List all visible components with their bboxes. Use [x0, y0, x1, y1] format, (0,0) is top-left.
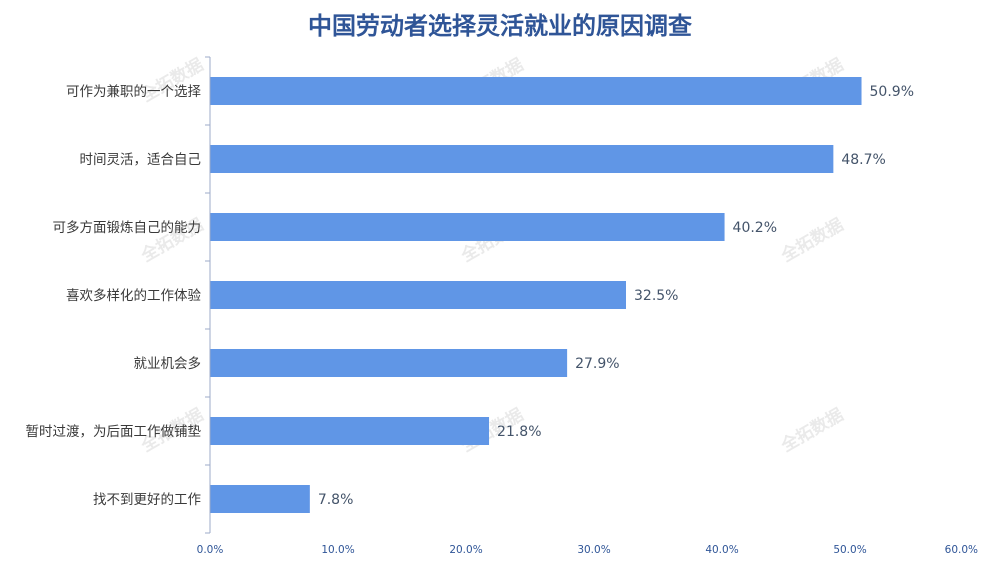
watermark-layer: 全拓数据全拓数据全拓数据全拓数据全拓数据全拓数据全拓数据全拓数据全拓数据: [137, 54, 847, 457]
x-tick-label: 60.0%: [945, 544, 978, 556]
category-label: 时间灵活，适合自己: [80, 152, 202, 168]
bar: [210, 77, 862, 105]
bar: [210, 281, 626, 309]
value-label: 32.5%: [634, 288, 678, 304]
value-label: 21.8%: [497, 424, 541, 440]
category-label: 喜欢多样化的工作体验: [66, 287, 201, 304]
category-label: 可作为兼职的一个选择: [66, 84, 201, 100]
category-label: 就业机会多: [134, 355, 202, 372]
bar: [210, 417, 490, 445]
value-label: 48.7%: [841, 152, 885, 168]
bar: [210, 485, 310, 513]
value-label: 27.9%: [575, 356, 619, 372]
bars-layer: 可作为兼职的一个选择 50.9% 时间灵活，适合自己 48.7% 可多方面锻炼自己的能力…: [26, 77, 914, 513]
x-tick-label: 20.0%: [449, 544, 482, 556]
bar: [210, 349, 568, 377]
value-label: 7.8%: [318, 492, 354, 508]
category-label: 可多方面锻炼自己的能力: [53, 219, 202, 236]
category-label: 暂时过渡，为后面工作做铺垫: [26, 424, 202, 440]
x-tick-label: 50.0%: [833, 544, 866, 556]
bar: [210, 213, 725, 241]
x-tick-label: 30.0%: [577, 544, 610, 556]
watermark-text: 全拓数据: [777, 404, 847, 457]
x-tick-label: 10.0%: [321, 544, 354, 556]
value-label: 50.9%: [870, 84, 914, 100]
x-tick-label: 0.0%: [197, 544, 224, 556]
axes-layer: 0.0% 10.0% 20.0% 30.0% 40.0% 50.0% 60.0%: [197, 56, 978, 556]
bar: [210, 145, 834, 173]
chart-title: 中国劳动者选择灵活就业的原因调查: [308, 12, 692, 40]
category-label: 找不到更好的工作: [93, 492, 201, 508]
value-label: 40.2%: [733, 220, 777, 236]
x-tick-label: 40.0%: [705, 544, 738, 556]
watermark-text: 全拓数据: [777, 214, 847, 267]
